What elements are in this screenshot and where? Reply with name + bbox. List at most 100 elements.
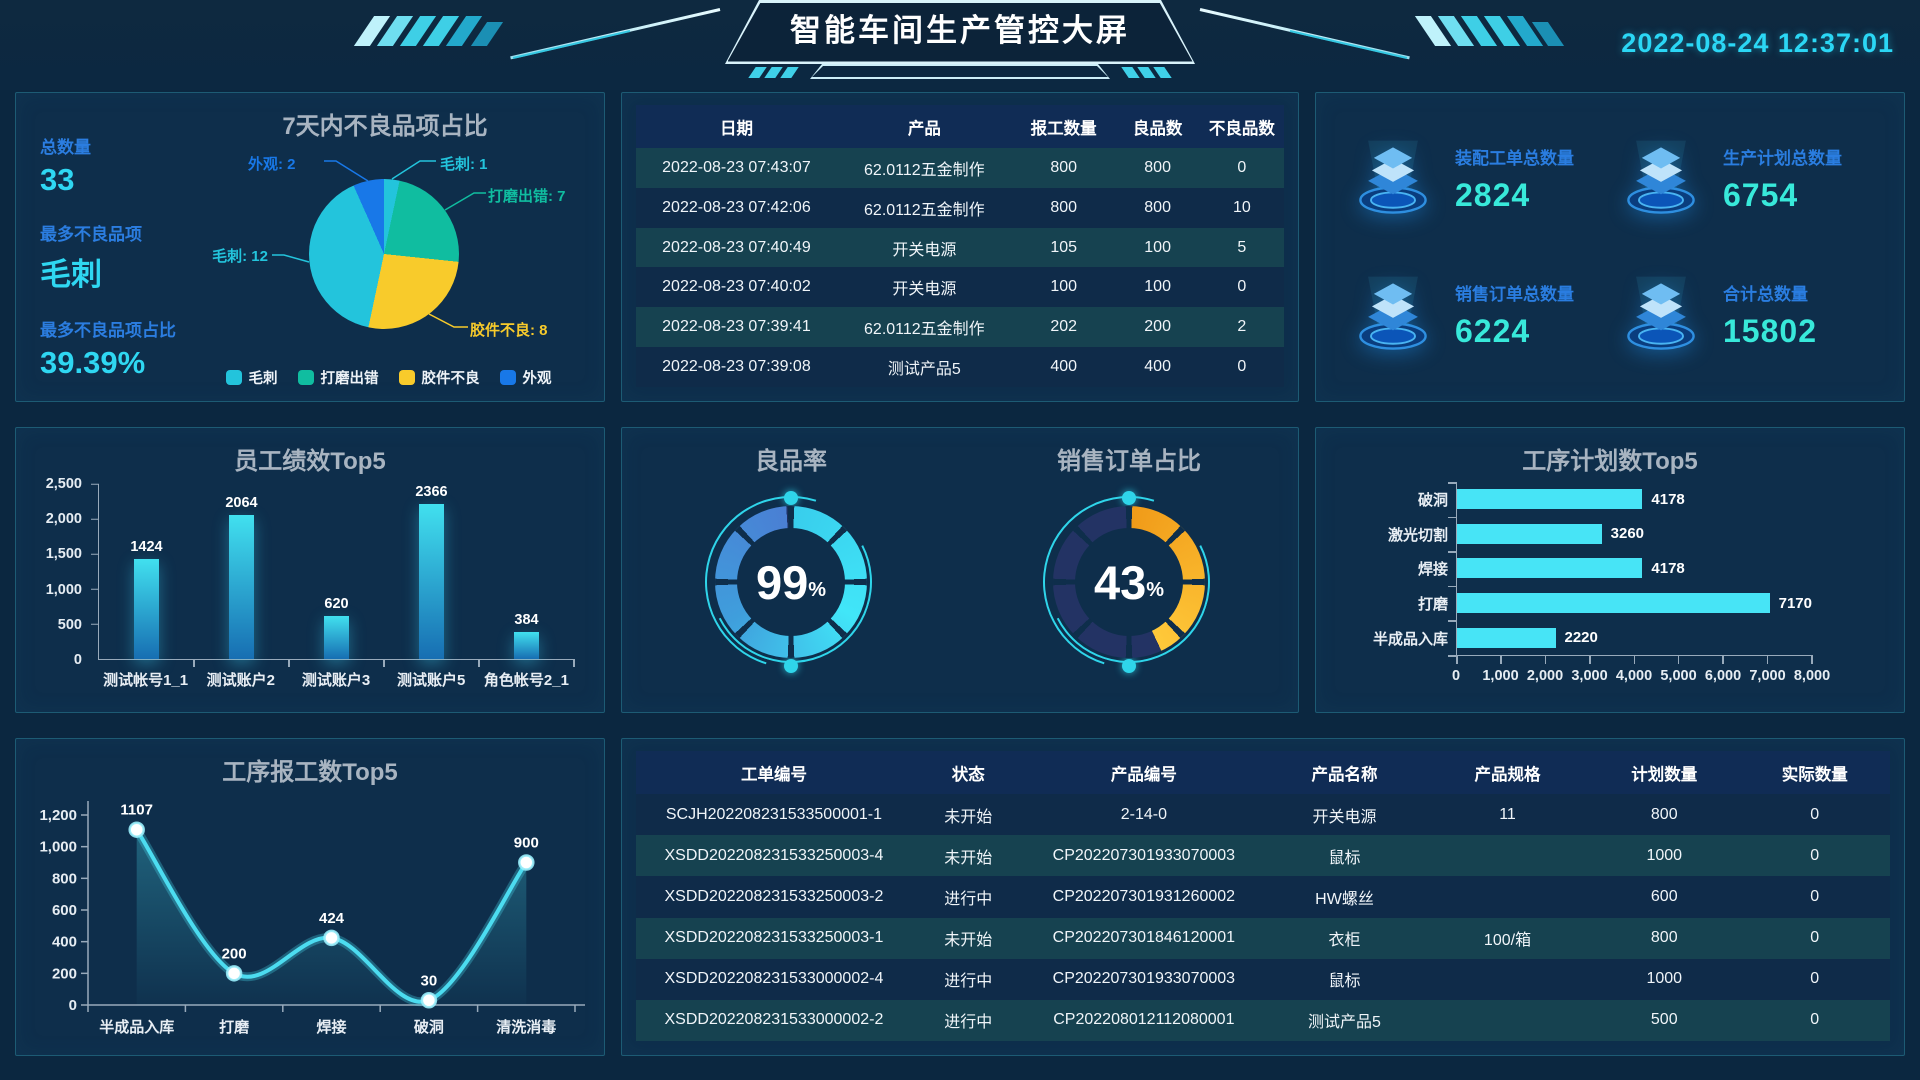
column-header: 产品编号 [1110,765,1177,784]
gauge-value: 99 [755,555,809,609]
panel-title: 工序报工数Top5 [222,759,398,786]
table-cell: 鼠标 [1328,973,1361,991]
x-axis-tick-mark [1456,655,1458,664]
y-axis-tick: 1,500 [45,546,82,563]
stat-card-label: 装配工单总数量 [1455,149,1574,168]
legend-label: 胶件不良 [421,371,480,387]
bar-value: 7170 [1778,594,1812,612]
plan-x-axis: 0 1,000 2,000 3,000 4,000 5,000 6,000 7,000 8,00… [1452,668,1830,688]
table-cell: 10 [1232,198,1251,216]
y-axis-tick: 1,200 [39,807,77,824]
table-row: 2022-08-23 07:43:07 62.0112五金制作 800 800 0 [636,148,1284,188]
column-header: 不良品数 [1208,119,1275,138]
order-totals-panel: 装配工单总数量 2824 生产计划总数量 6754 销售订单总数量 6224 合计总数… [1315,92,1905,402]
plan-category-labels: 破洞 激光切割 焊接 打磨 半成品入库 [1336,482,1448,656]
gauge-dot-bottom [1122,659,1136,673]
table-cell: 开关电源 [892,281,957,299]
legend-swatch [225,370,242,385]
pie-callout-line [391,160,436,180]
table-cell: XSDD202208231533000002-2 [664,1011,884,1029]
table-cell: 开关电源 [1312,808,1377,826]
x-axis-tick-mark [383,659,385,667]
data-point [420,992,438,1009]
bar-value: 4178 [1651,559,1685,577]
bar [1457,523,1602,544]
pie-slice-label: 毛刺: 1 [440,156,488,173]
table-cell: 400 [1050,358,1078,376]
y-axis-tick-mark [91,588,99,590]
x-axis-tick-mark [1589,655,1591,664]
legend-swatch [499,370,516,385]
bar [324,615,349,659]
x-axis-label: 测试账户2 [206,672,275,689]
table-cell: CP202207301933070003 [1052,846,1236,864]
table-cell: 100 [1144,238,1171,256]
bar-value: 1424 [130,539,163,556]
bar-value: 2064 [225,494,258,511]
x-axis-tick-mark [288,659,290,667]
stat-card-label: 生产计划总数量 [1723,149,1842,168]
y-axis-tick: 800 [52,870,77,887]
table-row: 2022-08-23 07:40:49 开关电源 105 100 5 [636,227,1284,268]
x-axis-tick: 3,000 [1571,668,1608,684]
stat-card-text: 生产计划总数量 6754 [1723,144,1873,214]
defect-stat-value: 毛刺 [40,257,102,292]
gauge-dot-top [784,491,798,505]
table-cell: 2022-08-23 07:39:08 [662,358,811,376]
table-cell: CP202207301933070003 [1052,970,1236,988]
column-header: 报工数量 [1030,119,1097,138]
x-axis-tick: 4,000 [1615,668,1653,684]
header-left-accent-line [512,30,631,59]
defect-stat-label: 最多不良品项 [40,225,142,244]
table-cell: 衣柜 [1328,932,1361,950]
performance-bar-chart: 2,500 2,000 1,500 1,000 500 0 1424 2064 620 2366… [32,476,588,702]
x-axis-tick-mark [193,659,195,667]
table-header-row: 日期 产品 报工数量 良品数 不良品数 [636,105,1284,148]
column-header: 工单编号 [740,765,807,784]
stat-card: 销售订单总数量 6224 [1342,247,1610,383]
bar-value: 2366 [415,484,448,500]
report-table: 日期 产品 报工数量 良品数 不良品数 2022-08-23 07:43:07 62.011… [636,105,1284,387]
process-report-line-chart: 0 200 400 600 800 1,000 1,200 半成品入库 打磨 焊接 破洞 清洗消毒 11… [39,801,585,1036]
table-cell: 1000 [1646,970,1683,988]
table-row: 2022-08-23 07:40:02 开关电源 100 100 0 [636,267,1284,308]
table-cell: 800 [1650,929,1678,947]
bar-category-label: 焊接 [1417,561,1448,579]
bar-row: 7170 [1457,593,1812,614]
table-row: XSDD202208231533000002-2 进行中 CP20220801211… [636,999,1890,1042]
table-cell: 500 [1650,1011,1678,1029]
table-cell: 800 [1050,198,1078,216]
table-row: XSDD202208231533000002-4 进行中 CP20220730193… [636,958,1890,1000]
x-axis-label: 破洞 [414,1018,444,1036]
table-cell: 800 [1144,158,1171,176]
column-header: 良品数 [1132,119,1183,138]
sales-order-gauge-block: 销售订单占比 43 % [960,428,1298,712]
table-row: XSDD202208231533250003-2 进行中 CP20220730193… [636,876,1890,918]
gauge-center: 43 % [1075,528,1183,636]
y-axis-tick: 400 [52,934,77,951]
defect-pie-chart [309,179,459,329]
collar-left-stripes [748,67,799,78]
bar [1457,593,1770,614]
pie-slice-label: 外观: 2 [248,156,296,173]
y-axis-tick-mark [1448,585,1457,588]
x-axis-tick-mark [1633,655,1635,664]
pie-legend: 毛刺 打磨出错 胶件不良 外观 [181,367,596,388]
bar-category-label: 打磨 [1417,596,1448,614]
header-right-stripes-decoration [1414,16,1565,46]
process-plan-panel: 工序计划数Top5 破洞 激光切割 焊接 打磨 半成品入库 4178 3260 4178 71… [1315,427,1905,713]
legend-item: 打磨出错 [297,367,379,388]
stat-card-value: 2824 [1455,177,1531,213]
x-axis-tick: 8,000 [1793,668,1831,684]
gauge-unit: % [1146,578,1165,601]
layers-icon [1359,140,1427,214]
x-axis-tick-mark [573,659,575,667]
title-badge-background [728,3,1193,62]
table-cell: CP202208012112080001 [1053,1011,1235,1029]
x-axis-label: 角色帐号2_1 [483,672,569,689]
table-cell: 鼠标 [1328,849,1361,867]
stat-card-text: 装配工单总数量 2824 [1455,144,1605,214]
x-axis-tick-mark [1766,655,1769,664]
table-cell: 200 [1144,318,1171,336]
table-cell: 进行中 [944,1014,993,1032]
